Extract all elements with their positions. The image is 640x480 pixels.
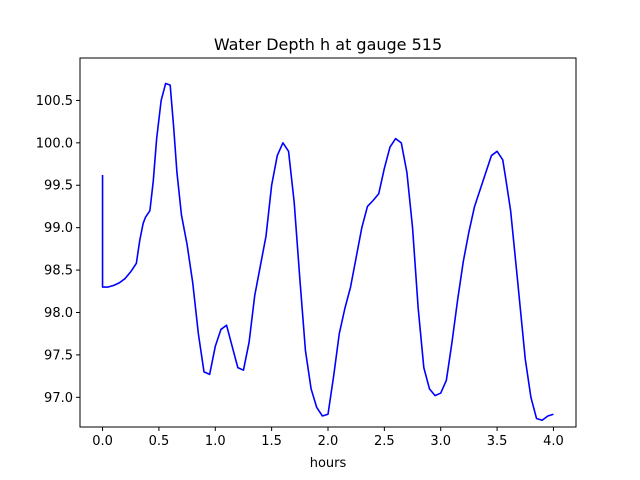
x-tick-label: 1.0	[205, 434, 226, 449]
y-axis: 97.0 97.5 98.0 98.5 99.0 99.5 100.0 100.5	[36, 94, 80, 406]
x-tick-label: 3.5	[487, 434, 508, 449]
x-tick-label: 1.5	[261, 434, 282, 449]
x-axis: 0.0 0.5 1.0 1.5 2.0 2.5 3.0 3.5 4.0	[92, 427, 564, 449]
y-tick-label: 97.0	[44, 391, 73, 406]
y-tick-label: 99.5	[44, 179, 73, 194]
x-tick-label: 2.0	[318, 434, 339, 449]
x-tick-label: 2.5	[374, 434, 395, 449]
y-tick-label: 99.0	[44, 221, 73, 236]
plot-frame	[79, 57, 577, 428]
x-tick-label: 0.5	[149, 434, 170, 449]
series-layer	[101, 82, 554, 422]
y-tick-label: 98.0	[44, 306, 73, 321]
y-tick-label: 100.5	[36, 94, 73, 109]
x-axis-label: hours	[310, 456, 347, 471]
x-tick-label: 0.0	[92, 434, 113, 449]
x-tick-label: 4.0	[543, 434, 564, 449]
x-tick-label: 3.0	[430, 434, 451, 449]
y-tick-label: 100.0	[36, 136, 73, 151]
y-tick-label: 97.5	[44, 348, 73, 363]
y-tick-label: 98.5	[44, 264, 73, 279]
series-line-0	[101, 82, 554, 422]
chart-title: Water Depth h at gauge 515	[214, 35, 442, 54]
